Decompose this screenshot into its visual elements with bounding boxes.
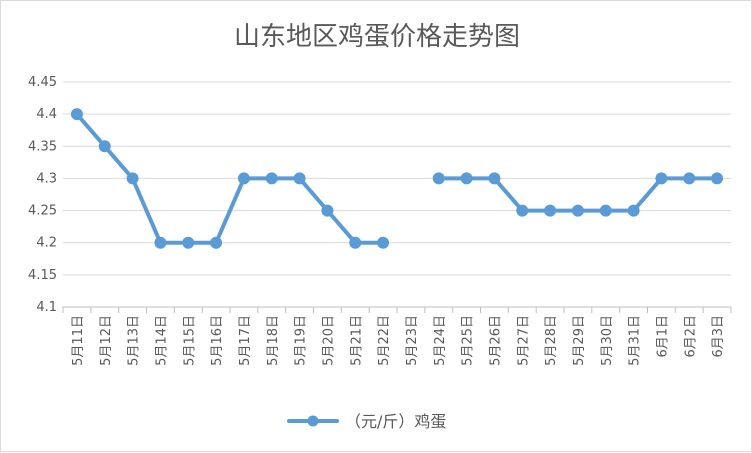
legend[interactable]: （元/斤）鸡蛋: [287, 412, 446, 431]
x-tick-label: 5月15日: [182, 315, 197, 366]
x-tick-label: 5月29日: [572, 315, 587, 366]
gridlines: [63, 81, 731, 308]
data-point: [265, 172, 278, 185]
x-tick-label: 5月12日: [99, 315, 114, 366]
y-tick-label: 4.15: [28, 268, 57, 283]
data-point: [655, 172, 668, 185]
x-tick-label: 5月31日: [628, 315, 643, 366]
data-point: [349, 236, 362, 249]
x-tick-label: 5月17日: [238, 315, 253, 366]
data-point: [599, 204, 612, 217]
x-tick-label: 5月27日: [516, 315, 531, 366]
x-tick-label: 5月21日: [349, 315, 364, 366]
data-point: [627, 204, 640, 217]
y-tick-label: 4.3: [36, 171, 57, 186]
data-point: [293, 172, 306, 185]
y-tick-label: 4.1: [36, 300, 57, 315]
x-tick-label: 5月28日: [544, 315, 559, 366]
data-point: [237, 172, 250, 185]
series-layer: [70, 108, 724, 249]
y-axis: 4.1 4.15 4.2 4.25 4.3 4.35 4.4 4.45: [28, 75, 57, 315]
data-point: [98, 140, 111, 153]
x-tick-label: 5月30日: [600, 315, 615, 366]
data-point: [460, 172, 473, 185]
data-point: [154, 236, 167, 249]
data-point: [711, 172, 724, 185]
data-point: [70, 108, 83, 121]
data-point: [683, 172, 696, 185]
data-point: [516, 204, 529, 217]
data-point: [126, 172, 139, 185]
legend-marker: [307, 415, 319, 427]
y-tick-label: 4.25: [28, 204, 57, 219]
x-tick-label: 5月25日: [461, 315, 476, 366]
x-tick-label: 5月24日: [433, 315, 448, 366]
y-tick-label: 4.4: [36, 107, 57, 122]
y-tick-label: 4.2: [36, 236, 57, 251]
x-tick-label: 5月14日: [154, 315, 169, 366]
legend-label: （元/斤）鸡蛋: [345, 412, 446, 431]
series-line: [74, 112, 386, 245]
x-tick-label: 5月19日: [294, 315, 309, 366]
y-tick-label: 4.35: [28, 139, 57, 154]
data-point: [571, 204, 584, 217]
x-tick-label: 6月1日: [655, 315, 670, 358]
data-point: [544, 204, 557, 217]
data-point: [182, 236, 195, 249]
y-tick-label: 4.45: [28, 75, 57, 90]
data-point: [210, 236, 223, 249]
chart-title: 山东地区鸡蛋价格走势图: [234, 22, 520, 52]
data-point: [488, 172, 501, 185]
x-tick-label: 5月23日: [405, 315, 420, 366]
data-point: [432, 172, 445, 185]
x-tick-label: 6月3日: [711, 315, 726, 358]
data-point: [377, 236, 390, 249]
x-tick-label: 5月20日: [321, 315, 336, 366]
x-tick-label: 5月18日: [266, 315, 281, 366]
x-tick-label: 5月22日: [377, 315, 392, 366]
x-tick-label: 5月11日: [71, 315, 86, 366]
x-tick-label: 5月13日: [127, 315, 142, 366]
x-tick-label: 6月2日: [683, 315, 698, 358]
data-point: [321, 204, 334, 217]
x-axis: 5月11日 5月12日 5月13日 5月14日 5月15日 5月16日 5月17日 5月18日…: [62, 307, 732, 366]
x-tick-label: 5月26日: [488, 315, 503, 366]
x-tick-label: 5月16日: [210, 315, 225, 366]
